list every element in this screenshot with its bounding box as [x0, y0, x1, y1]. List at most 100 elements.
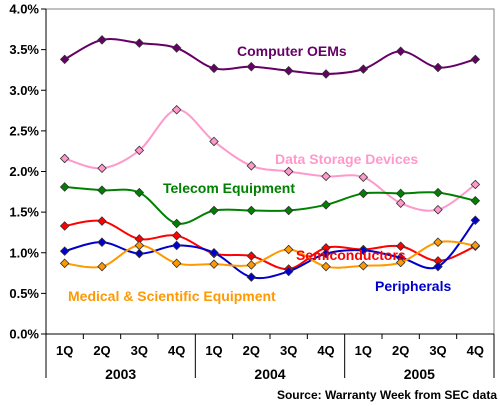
- y-tick-label: 4.0%: [9, 2, 39, 17]
- plot-area: [45, 8, 495, 335]
- data-point: [209, 136, 219, 147]
- data-point: [358, 260, 369, 271]
- year-label: 2003: [105, 366, 136, 382]
- data-point: [246, 161, 257, 171]
- x-tick-label: 4Q: [168, 343, 185, 358]
- data-point: [97, 163, 107, 174]
- data-point: [470, 195, 481, 206]
- data-point: [283, 266, 294, 277]
- data-point: [283, 244, 294, 255]
- data-point: [171, 240, 182, 251]
- data-point: [358, 188, 369, 199]
- data-point: [134, 240, 145, 251]
- x-tick-label: 2Q: [93, 343, 110, 358]
- data-point: [97, 261, 107, 272]
- data-point: [246, 205, 257, 216]
- data-point: [171, 230, 182, 241]
- data-point: [321, 69, 331, 79]
- plot-border: [45, 8, 495, 335]
- data-point: [134, 145, 145, 156]
- data-point: [395, 46, 406, 57]
- series-label: Medical & Scientific Equipment: [68, 288, 276, 304]
- x-tick-label: 2Q: [392, 343, 409, 358]
- data-point: [321, 261, 331, 272]
- data-point: [59, 258, 70, 269]
- data-point: [246, 61, 257, 72]
- data-point: [433, 62, 443, 73]
- data-point: [59, 182, 70, 192]
- data-point: [395, 188, 406, 199]
- data-point: [433, 187, 443, 198]
- x-tick-label: 3Q: [131, 343, 148, 358]
- data-point: [97, 185, 107, 195]
- x-axis: 1Q 2Q 3Q 4Q 1Q 2Q 3Q 4Q 1Q 2Q 3Q 4Q 2003 2004 2005: [45, 334, 495, 382]
- data-point: [321, 200, 331, 210]
- x-tick-label: 1Q: [56, 343, 73, 358]
- data-point: [283, 205, 294, 216]
- year-label: 2004: [254, 366, 285, 382]
- data-point: [358, 245, 369, 256]
- data-point: [321, 171, 331, 182]
- data-point: [395, 198, 406, 208]
- data-point: [283, 65, 294, 76]
- y-tick-label: 1.5%: [9, 205, 39, 220]
- data-point: [134, 38, 145, 48]
- data-point: [97, 216, 107, 226]
- x-tick-label: 3Q: [280, 343, 297, 358]
- data-point: [433, 204, 443, 215]
- data-point: [209, 259, 219, 269]
- data-point: [358, 64, 369, 74]
- data-point: [59, 54, 70, 65]
- series-label: Computer OEMs: [237, 43, 347, 59]
- series-label: Semiconductors: [296, 247, 406, 263]
- series-labels: Computer OEMs Data Storage Devices Telecom…: [68, 43, 451, 304]
- year-label: 2005: [404, 366, 435, 382]
- data-point: [470, 54, 481, 65]
- data-point: [171, 258, 182, 269]
- y-tick-label: 3.5%: [9, 42, 39, 57]
- data-point: [433, 237, 443, 247]
- series-label: Peripherals: [375, 278, 451, 294]
- series-label: Data Storage Devices: [275, 151, 418, 167]
- data-point: [134, 187, 145, 198]
- x-tick-label: 1Q: [205, 343, 222, 358]
- y-tick-label: 2.0%: [9, 164, 39, 179]
- data-point: [97, 35, 107, 45]
- data-point: [59, 221, 70, 231]
- y-tick-label: 1.0%: [9, 245, 39, 260]
- data-point: [59, 153, 70, 164]
- source-note: Source: Warranty Week from SEC data: [277, 388, 497, 402]
- data-point: [470, 240, 481, 251]
- y-tick-label: 0.0%: [9, 327, 39, 342]
- data-point: [283, 166, 294, 177]
- data-point: [209, 63, 219, 74]
- series-markers: [59, 35, 481, 282]
- y-tick-label: 3.0%: [9, 83, 39, 98]
- data-point: [134, 248, 145, 259]
- x-tick-label: 1Q: [355, 343, 372, 358]
- data-point: [395, 241, 406, 252]
- x-tick-label: 4Q: [317, 343, 334, 358]
- data-point: [171, 104, 182, 115]
- x-tick-label: 3Q: [429, 343, 446, 358]
- data-point: [59, 246, 70, 256]
- data-point: [470, 215, 481, 226]
- series-label: Telecom Equipment: [163, 180, 295, 196]
- data-point: [171, 43, 182, 53]
- data-point: [470, 179, 481, 190]
- y-tick-label: 2.5%: [9, 123, 39, 138]
- data-point: [209, 205, 219, 216]
- y-axis: 0.0% 0.5% 1.0% 1.5% 2.0% 2.5% 3.0% 3.5% 4.0%: [9, 2, 46, 342]
- data-point: [171, 218, 182, 229]
- data-point: [321, 248, 331, 259]
- data-point: [395, 257, 406, 268]
- x-tick-label: 4Q: [467, 343, 484, 358]
- y-tick-label: 0.5%: [9, 286, 39, 301]
- data-point: [209, 247, 219, 258]
- data-point: [246, 272, 257, 282]
- data-point: [97, 237, 107, 247]
- data-point: [246, 260, 257, 270]
- data-point: [358, 172, 369, 182]
- data-point: [433, 261, 443, 272]
